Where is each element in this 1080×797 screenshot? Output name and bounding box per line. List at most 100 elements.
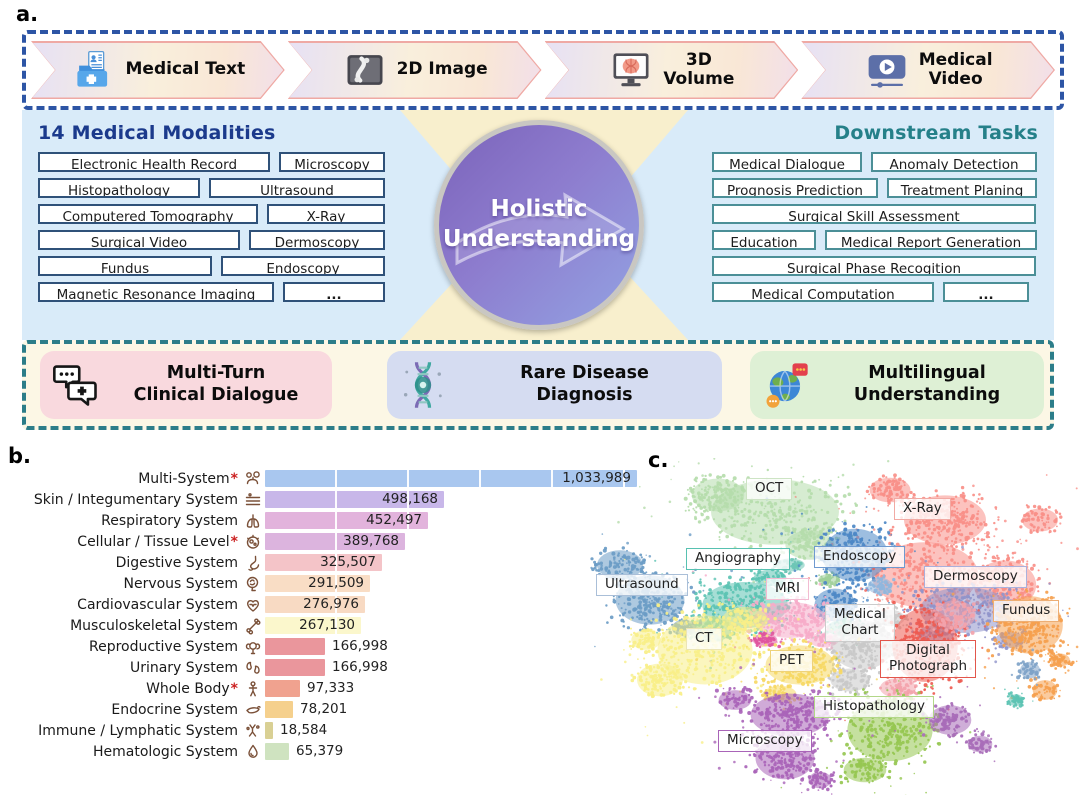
bar-value: 78,201 bbox=[300, 701, 348, 717]
task-box-medical-report-generation: Medical Report Generation bbox=[825, 230, 1037, 250]
task-box-row: Surgical Phase Recogition bbox=[712, 256, 1038, 276]
modality-box-dermoscopy: Dermoscopy bbox=[249, 230, 385, 250]
bar-row-cardiovascular-system: Cardiovascular System 276,976 bbox=[28, 594, 678, 615]
arrow-label: Medical Text bbox=[125, 59, 246, 80]
modality-tsne-scatter: OCT X-Ray Endoscopy Angiography Ultrasound MR… bbox=[588, 458, 1080, 795]
cluster-label-oct: OCT bbox=[746, 478, 793, 500]
bar-category-label: Hematologic System bbox=[28, 744, 238, 760]
medical-text-icon bbox=[71, 49, 117, 91]
modality-box-magnetic-resonance-imaging: Magnetic Resonance Imaging bbox=[38, 282, 274, 302]
panel-c-label: c. bbox=[648, 448, 669, 472]
bar-track: 498,168 bbox=[265, 491, 678, 508]
bar-row-skin-integumentary-system: Skin / Integumentary System 498,168 bbox=[28, 489, 678, 510]
bar-value: 291,509 bbox=[308, 575, 364, 591]
bar: 1,033,989 bbox=[265, 470, 637, 487]
category-text: Cardiovascular System bbox=[77, 596, 238, 613]
bar-track: 97,333 bbox=[265, 680, 678, 697]
cluster-label-medical-chart: Medical Chart bbox=[825, 604, 895, 642]
bar-row-nervous-system: Nervous System 291,509 bbox=[28, 573, 678, 594]
multi-system-icon bbox=[243, 470, 263, 488]
bar-value: 498,168 bbox=[382, 491, 438, 507]
bar-value: 267,130 bbox=[299, 617, 355, 633]
input-arrow-medical-video: Medical Video bbox=[801, 41, 1055, 99]
task-box-surgical-skill-assessment: Surgical Skill Assessment bbox=[712, 204, 1036, 224]
modality-box-fundus: Fundus bbox=[38, 256, 212, 276]
bar-row-endocrine-system: Endocrine System 78,201 bbox=[28, 699, 678, 720]
input-arrow-medical-text: Medical Text bbox=[31, 41, 285, 99]
bar-category-label: Endocrine System bbox=[28, 702, 238, 718]
significance-star: * bbox=[230, 533, 238, 550]
task-box-row: Medical Computation... bbox=[712, 282, 1038, 302]
arrow-fill bbox=[289, 43, 540, 98]
category-text: Respiratory System bbox=[101, 512, 238, 529]
cluster-label-mri: MRI bbox=[766, 578, 810, 600]
task-box-anomaly-detection: Anomaly Detection bbox=[871, 152, 1037, 172]
arrow-watermark-icon bbox=[455, 192, 626, 268]
bar: 389,768 bbox=[265, 533, 405, 550]
brain-icon bbox=[243, 575, 263, 593]
modality-box-row: Electronic Health Record Microscopy bbox=[38, 152, 418, 172]
immune-icon bbox=[243, 722, 263, 740]
bar: 325,507 bbox=[265, 554, 382, 571]
bar-track: 166,998 bbox=[265, 638, 678, 655]
bar-value: 65,379 bbox=[296, 743, 344, 759]
capability-label: Rare Disease Diagnosis bbox=[520, 363, 649, 405]
category-text: Endocrine System bbox=[111, 701, 238, 718]
bar-row-reproductive-system: Reproductive System 166,998 bbox=[28, 636, 678, 657]
bar-track: 452,497 bbox=[265, 512, 678, 529]
bar-category-label: Digestive System bbox=[28, 555, 238, 571]
category-text: Multi-System bbox=[138, 470, 230, 487]
cluster-label-histopathology: Histopathology bbox=[814, 696, 935, 718]
bar-row-digestive-system: Digestive System 325,507 bbox=[28, 552, 678, 573]
modalities-grid: Electronic Health Record Microscopy Histop… bbox=[38, 152, 418, 302]
modality-box-surgical-video: Surgical Video bbox=[38, 230, 240, 250]
significance-star: * bbox=[230, 680, 238, 697]
center-line2: Understanding bbox=[442, 226, 636, 252]
modality-box-row: Magnetic Resonance Imaging... bbox=[38, 282, 418, 302]
category-text: Digestive System bbox=[115, 554, 238, 571]
bar-category-label: Immune / Lymphatic System bbox=[28, 723, 238, 739]
skin-icon bbox=[243, 491, 263, 509]
cluster-label-ct: CT bbox=[686, 628, 722, 650]
task-box-row: Education Medical Report Generation bbox=[712, 230, 1038, 250]
lungs-icon bbox=[243, 512, 263, 530]
bar-category-label: Whole Body* bbox=[28, 681, 238, 697]
category-text: Immune / Lymphatic System bbox=[38, 722, 238, 739]
bar-category-label: Musculoskeletal System bbox=[28, 618, 238, 634]
medical-modalities-panel: 14 Medical Modalities Electronic Health … bbox=[38, 122, 418, 308]
bar bbox=[265, 701, 293, 718]
capability-card-multilingual-understanding: Multilingual Understanding bbox=[750, 351, 1044, 419]
cluster-label-dermoscopy: Dermoscopy bbox=[924, 566, 1027, 588]
center-line1: Holistic bbox=[490, 196, 588, 223]
bar: 267,130 bbox=[265, 617, 361, 634]
kidney-icon bbox=[243, 659, 263, 677]
task-box-row: Medical Dialogue Anomaly Detection bbox=[712, 152, 1038, 172]
modality-box-endoscopy: Endoscopy bbox=[221, 256, 385, 276]
bar bbox=[265, 743, 289, 760]
bar-track: 325,507 bbox=[265, 554, 678, 571]
bar bbox=[265, 638, 325, 655]
cluster-label-endoscopy: Endoscopy bbox=[814, 546, 906, 568]
bar-category-label: Urinary System bbox=[28, 660, 238, 676]
holistic-understanding-text: Holistic Understanding bbox=[443, 195, 635, 255]
arrow-label: Medical Video bbox=[918, 49, 993, 89]
bar-category-label: Cardiovascular System bbox=[28, 597, 238, 613]
bar-value: 276,976 bbox=[303, 596, 359, 612]
cluster-label-fundus: Fundus bbox=[993, 600, 1060, 622]
tasks-grid: Medical Dialogue Anomaly Detection Prognos… bbox=[712, 152, 1038, 302]
3d-volume-icon bbox=[608, 49, 654, 91]
task-box-medical-dialogue: Medical Dialogue bbox=[712, 152, 862, 172]
capability-label: Multilingual Understanding bbox=[853, 363, 1001, 405]
task-box-treatment-planing: Treatment Planing bbox=[887, 178, 1037, 198]
category-text: Hematologic System bbox=[93, 743, 238, 760]
capability-label: Multi-Turn Clinical Dialogue bbox=[133, 363, 299, 405]
bar-row-hematologic-system: Hematologic System 65,379 bbox=[28, 741, 678, 762]
bar-category-label: Cellular / Tissue Level* bbox=[28, 534, 238, 550]
modality-box-histopathology: Histopathology bbox=[38, 178, 200, 198]
globe-chat-icon bbox=[760, 359, 812, 411]
task-box-education: Education bbox=[712, 230, 816, 250]
bar-category-label: Multi-System* bbox=[28, 471, 238, 487]
input-modality-arrows: Medical Text 2D Image 3D Volume Medical … bbox=[22, 30, 1064, 110]
bar-row-immune-lymphatic-system: Immune / Lymphatic System 18,584 bbox=[28, 720, 678, 741]
